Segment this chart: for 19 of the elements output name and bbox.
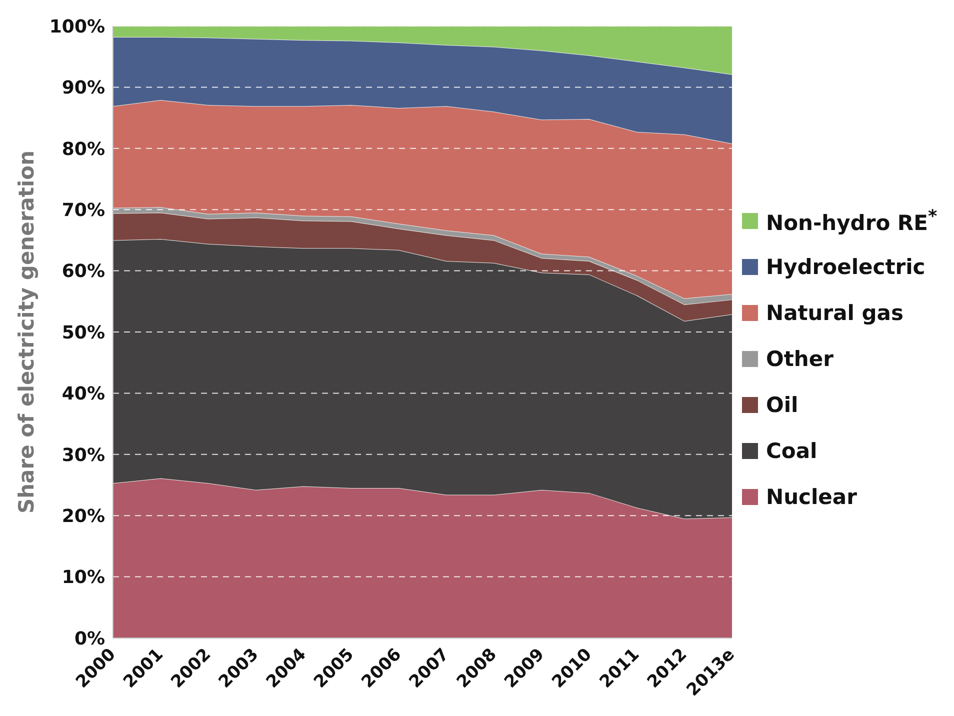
legend-label: Non-hydro RE$^{*}$ (766, 207, 938, 235)
y-tick-label: 20% (62, 506, 105, 527)
y-tick-label: 30% (62, 444, 105, 466)
y-tick-label: 100% (49, 16, 105, 38)
legend-label: Oil (766, 393, 798, 417)
legend-label: Coal (766, 439, 818, 463)
legend-label: Natural gas (766, 301, 904, 325)
y-tick-label: 60% (62, 261, 105, 282)
y-tick-label: 50% (62, 322, 105, 344)
legend-label: Other (766, 347, 834, 371)
legend-label: Nuclear (766, 485, 857, 509)
y-axis-title: Share of electricity generation (14, 150, 38, 514)
y-tick-label: 90% (62, 78, 105, 99)
legend-label: Hydroelectric (766, 255, 926, 279)
y-tick-label: 40% (62, 384, 105, 405)
y-tick-label: 70% (62, 200, 105, 221)
y-tick-label: 10% (62, 567, 105, 588)
y-tick-label: 80% (62, 138, 105, 160)
y-tick-label: 0% (74, 628, 105, 650)
